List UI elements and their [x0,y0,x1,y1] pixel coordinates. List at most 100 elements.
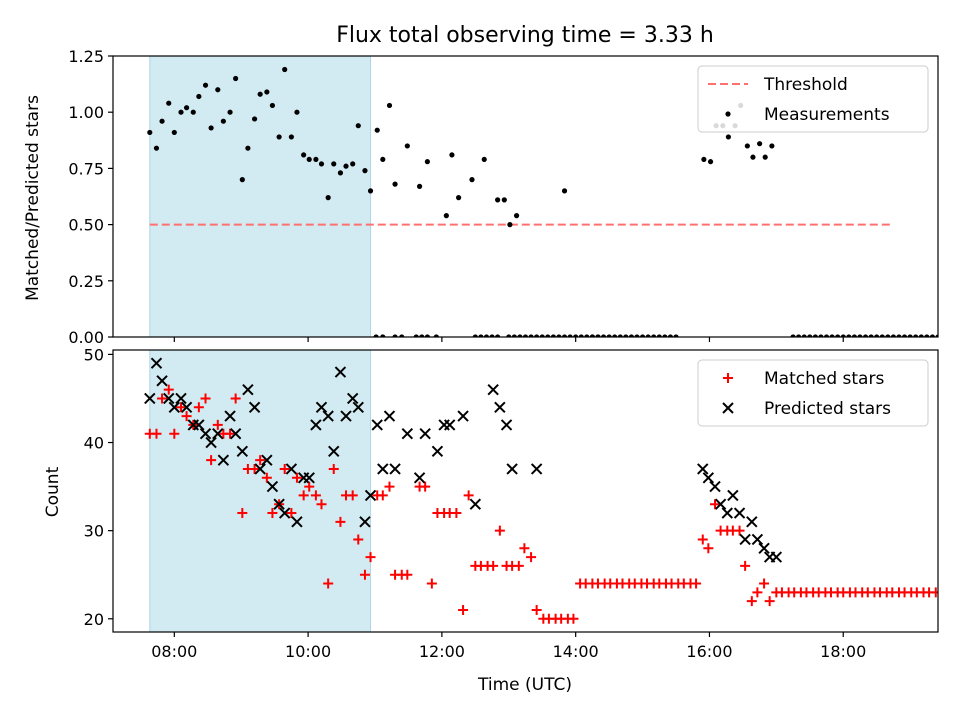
matched-star-point [930,587,938,598]
predicted-star-point [352,401,364,413]
y-tick-label: 40 [84,434,104,453]
measurement-point [190,109,196,115]
matched-star-point [426,578,437,589]
predicted-star-point [506,463,518,475]
matched-star-point [519,543,530,554]
legend-marker [723,373,733,383]
measurement-point [885,334,891,337]
legend-label: Measurements [764,105,890,125]
measurement-point [862,334,869,337]
measurement-point [812,334,818,337]
measurement-point [469,177,475,183]
x-tick-label: 08:00 [151,642,197,661]
predicted-star-point [494,401,506,413]
measurement-point [380,156,386,163]
measurement-point [561,334,568,337]
measurement-point [301,152,307,158]
matched-star-point [261,472,272,483]
measurement-point [907,334,913,337]
measurement-point [147,129,153,136]
measurement-point [325,195,331,201]
predicted-star-point [469,498,482,510]
measurement-point [282,66,288,73]
measurement-point [374,127,380,133]
matched-star-point [316,499,327,510]
measurement-point [269,102,276,109]
matched-star-point [531,604,542,615]
measurement-point [623,334,629,337]
measurement-point [744,143,750,149]
predicted-star-point [413,472,426,484]
matched-star-point [286,508,297,519]
predicted-star-point [530,463,543,475]
measurement-point [539,334,545,337]
predicted-star-point [702,472,715,484]
predicted-star-point [328,445,340,458]
y-tick-label: 0.25 [68,272,104,291]
matched-star-point [691,578,702,589]
matched-star-point [310,490,321,501]
measurement-point [617,334,623,337]
measurement-point [294,109,300,115]
y-tick-label: 0.50 [68,216,104,235]
y-tick-label: 50 [84,345,104,364]
measurement-point [373,334,379,337]
measurement-point [662,334,668,337]
measurement-point [251,116,258,122]
legend: Matched stars Predicted stars [697,359,929,427]
predicted-star-point [346,392,359,405]
measurement-point [478,334,484,337]
y-tick-label: 0.00 [68,328,104,347]
measurement-point [673,334,679,337]
matched-star-point [359,569,370,580]
matched-star-point [463,490,474,501]
matched-star-point [526,552,537,563]
observing-window-shade [149,349,372,633]
predicted-star-point [217,454,230,466]
measurement-point [528,334,534,337]
measurement-point [573,334,579,337]
measurement-point [651,334,657,337]
measurement-point [507,222,513,228]
matched-star-point [402,569,413,580]
matched-star-point [764,596,775,607]
measurement-point [645,334,651,337]
predicted-star-point [746,516,758,528]
predicted-star-point [340,410,352,422]
matched-star-point [230,393,241,404]
measurement-point [202,82,209,88]
x-tick-label: 14:00 [553,642,599,661]
measurement-point [513,213,520,219]
measurement-point [483,334,490,337]
measurement-point [612,334,618,337]
top-panel: 0.00 0.25 0.50 0.75 1.00 1.25 Threshold Measure… [68,47,939,347]
matched-star-point [458,604,469,615]
matched-star-point [237,508,248,519]
predicted-star-point [163,392,175,405]
measurement-point [606,334,612,337]
legend-label: Matched stars [764,369,884,389]
measurement-point [790,334,796,337]
predicted-star-point [419,428,431,440]
measurement-point [769,143,775,149]
measurement-point [233,75,239,82]
matched-star-point [200,393,211,404]
measurement-point [380,334,386,337]
measurement-point [556,334,562,337]
matched-star-point [740,560,751,571]
measurement-point [807,334,813,337]
measurement-point [196,93,202,100]
chart-title: Flux total observing time = 3.33 h [336,23,714,48]
measurement-point [350,161,356,167]
matched-star-point [193,402,204,413]
matched-star-point [384,481,395,492]
measurement-point [416,183,423,189]
matched-star-point [151,428,162,439]
legend: Threshold Measurements [697,65,929,133]
measurement-point [589,334,595,337]
measurement-point [313,156,319,163]
predicted-star-point [248,401,261,413]
measurement-point [159,118,165,124]
matched-star-point [323,578,334,589]
measurement-point [517,334,523,337]
